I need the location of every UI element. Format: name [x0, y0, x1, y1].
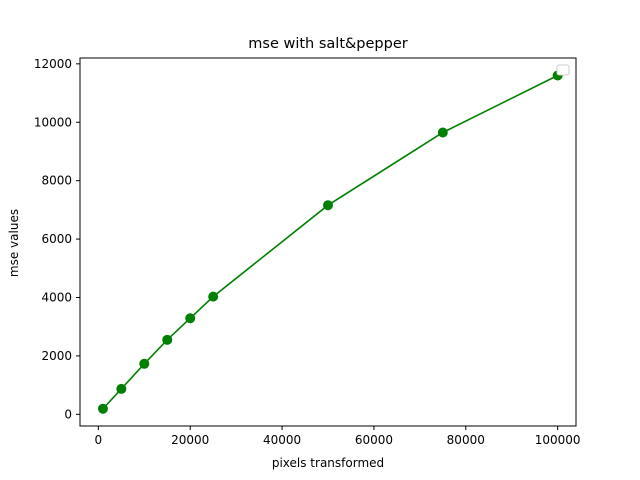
x-tick-label: 80000	[447, 433, 485, 447]
y-axis-label: mse values	[7, 209, 21, 277]
y-tick-label: 6000	[41, 232, 72, 246]
y-tick-label: 4000	[41, 290, 72, 304]
y-tick-label: 12000	[34, 57, 72, 71]
y-tick-label: 8000	[41, 174, 72, 188]
x-tick-label: 60000	[355, 433, 393, 447]
data-point	[162, 334, 173, 345]
plot-frame	[79, 57, 577, 427]
x-axis-label: pixels transformed	[272, 456, 384, 470]
data-point	[139, 358, 150, 369]
x-tick-label: 0	[95, 433, 103, 447]
data-point	[116, 383, 127, 394]
axes: 0 20000 40000 60000 80000 100000 0 2000 4000 6000…	[34, 57, 581, 447]
series-layer	[97, 70, 563, 414]
legend-box	[556, 64, 570, 76]
data-point	[185, 313, 196, 324]
y-tick-label: 0	[64, 407, 72, 421]
data-point	[208, 291, 219, 302]
y-tick-label: 2000	[41, 349, 72, 363]
data-point	[437, 127, 448, 138]
chart-title: mse with salt&pepper	[248, 36, 407, 52]
data-point	[97, 403, 108, 414]
y-tick-label: 10000	[34, 115, 72, 129]
x-tick-label: 100000	[535, 433, 581, 447]
data-point	[323, 200, 333, 211]
x-tick-label: 20000	[171, 433, 209, 447]
x-tick-label: 40000	[263, 433, 301, 447]
